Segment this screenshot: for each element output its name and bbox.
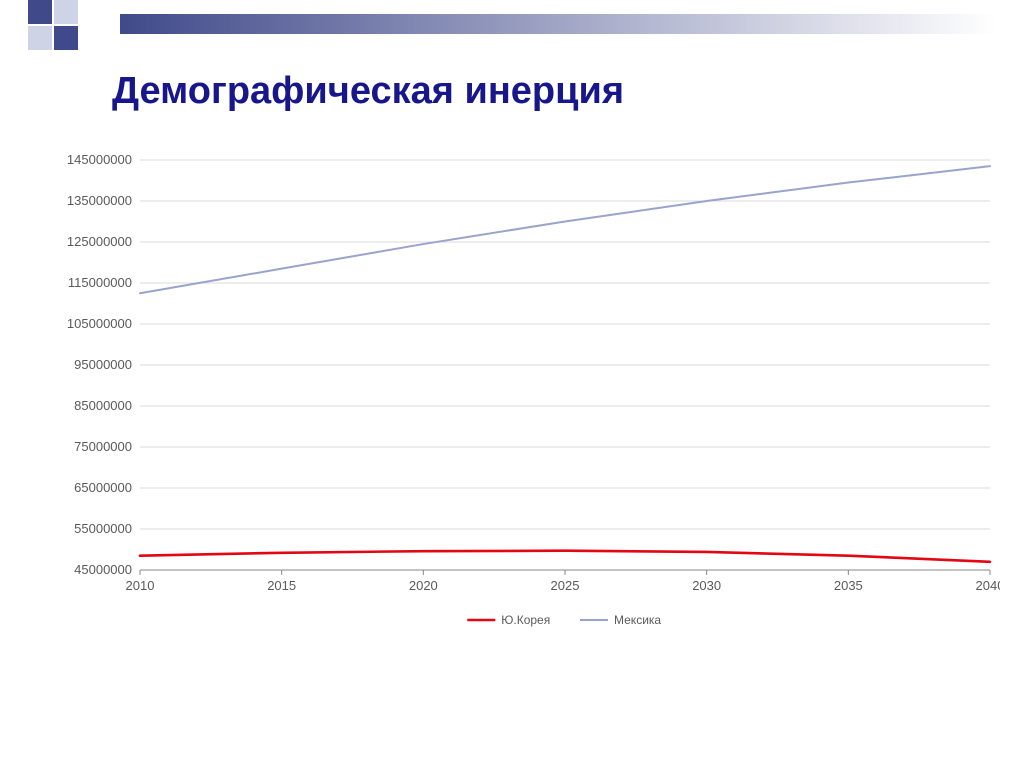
x-tick-label: 2010 bbox=[126, 578, 155, 593]
slide-title: Демографическая инерция bbox=[112, 70, 624, 113]
y-tick-label: 65000000 bbox=[74, 480, 132, 495]
y-tick-label: 45000000 bbox=[74, 562, 132, 577]
legend-label: Ю.Корея bbox=[501, 613, 550, 627]
header-decoration bbox=[28, 0, 996, 48]
series-line bbox=[140, 551, 990, 562]
header-gradient-bar bbox=[120, 14, 996, 34]
slide: Демографическая инерция 45000000 55000000… bbox=[0, 0, 1024, 768]
y-tick-label: 145000000 bbox=[67, 152, 132, 167]
y-tick-label: 135000000 bbox=[67, 193, 132, 208]
x-tick-label: 2015 bbox=[267, 578, 296, 593]
deco-square-light-2 bbox=[28, 26, 52, 50]
x-tick-label: 2035 bbox=[834, 578, 863, 593]
y-tick-label: 55000000 bbox=[74, 521, 132, 536]
series-line bbox=[140, 166, 990, 293]
x-tick-label: 2030 bbox=[692, 578, 721, 593]
y-tick-label: 125000000 bbox=[67, 234, 132, 249]
y-tick-label: 115000000 bbox=[68, 275, 132, 290]
y-tick-label: 105000000 bbox=[67, 316, 132, 331]
y-tick-label: 75000000 bbox=[74, 439, 132, 454]
legend-label: Мексика bbox=[614, 613, 661, 627]
deco-square-dark-2 bbox=[54, 26, 78, 50]
deco-square-dark-1 bbox=[28, 0, 52, 24]
deco-square-light-1 bbox=[54, 0, 78, 24]
chart-svg: 45000000 55000000 65000000 75000000 85000000… bbox=[30, 150, 1000, 650]
x-tick-label: 2025 bbox=[551, 578, 580, 593]
y-tick-label: 95000000 bbox=[74, 357, 132, 372]
y-tick-label: 85000000 bbox=[74, 398, 132, 413]
x-tick-label: 2020 bbox=[409, 578, 438, 593]
x-tick-label: 2040 bbox=[976, 578, 1000, 593]
line-chart: 45000000 55000000 65000000 75000000 85000000… bbox=[30, 150, 1000, 650]
